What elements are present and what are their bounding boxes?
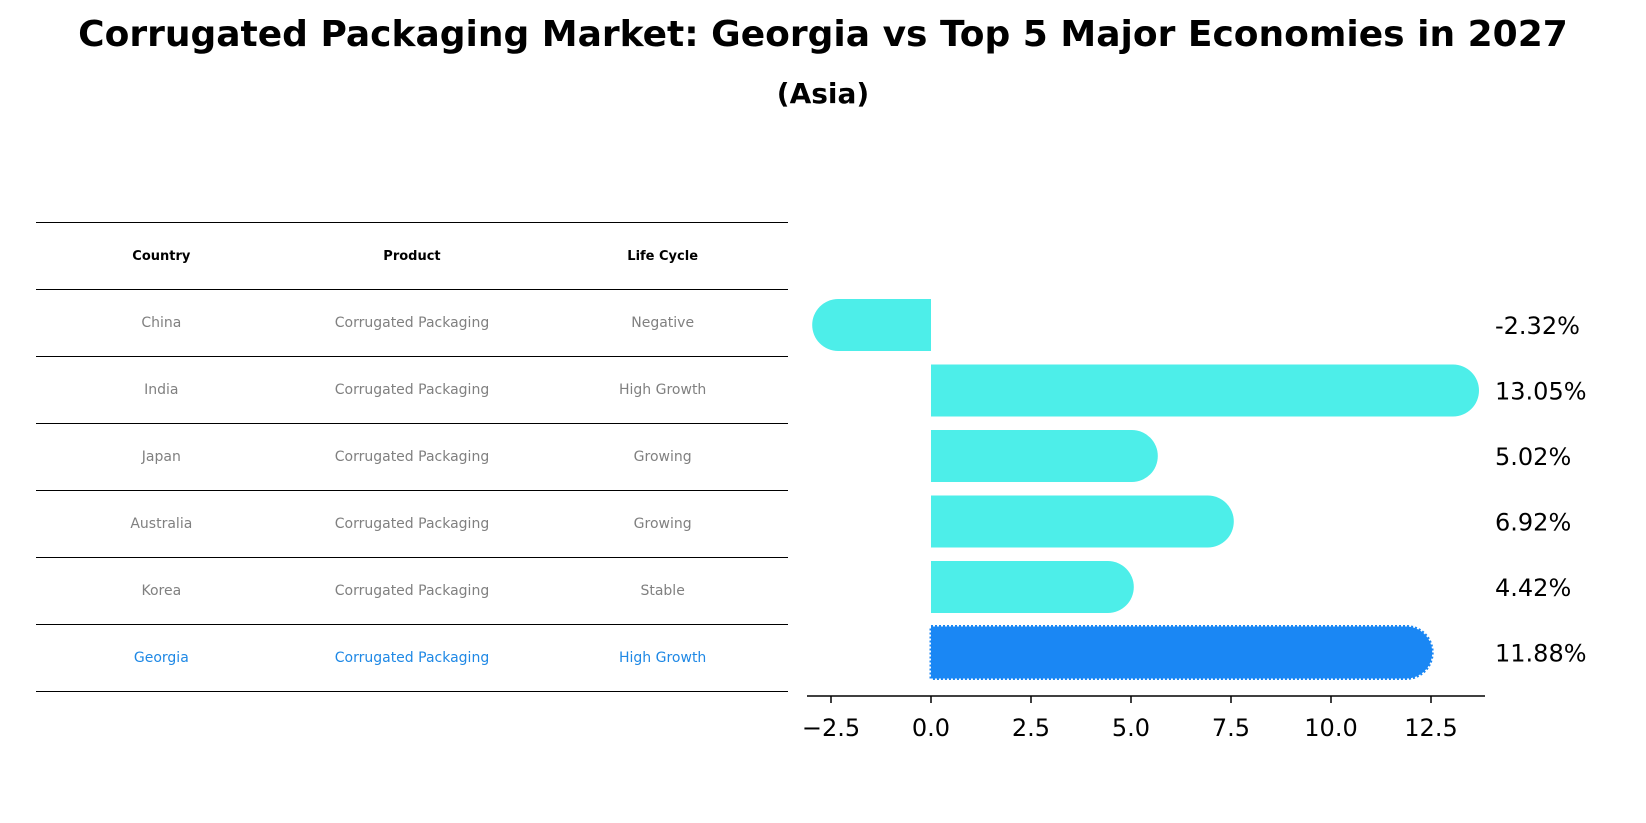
cell-product: Corrugated Packaging: [286, 490, 538, 558]
country-table: Country Product Life Cycle China Corruga…: [36, 222, 788, 692]
value-label-china: -2.32%: [1495, 312, 1580, 340]
x-tick-label: 7.5: [1212, 714, 1250, 742]
table-row: India Corrugated Packaging High Growth: [36, 356, 788, 424]
cell-country: Australia: [36, 490, 287, 558]
cell-life-cycle: Stable: [537, 557, 788, 625]
cell-life-cycle: Growing: [537, 423, 788, 491]
header-country: Country: [36, 222, 287, 290]
value-label-india: 13.05%: [1495, 378, 1587, 406]
bar-india: [931, 364, 1479, 417]
x-tick-label: 10.0: [1304, 714, 1357, 742]
value-label-japan: 5.02%: [1495, 443, 1571, 471]
cell-product: Corrugated Packaging: [286, 624, 538, 692]
cell-life-cycle: High Growth: [537, 356, 788, 424]
x-tick-label: 2.5: [1012, 714, 1050, 742]
chart-title: Corrugated Packaging Market: Georgia vs …: [78, 14, 1568, 55]
x-tick-label: 5.0: [1112, 714, 1150, 742]
value-label-georgia: 11.88%: [1495, 640, 1587, 668]
bar-australia: [931, 495, 1234, 548]
table-row: Australia Corrugated Packaging Growing: [36, 490, 788, 558]
x-tick-label: 12.5: [1404, 714, 1457, 742]
header-life-cycle: Life Cycle: [537, 222, 788, 290]
cell-country: Georgia: [36, 624, 287, 692]
x-tick-label: 0.0: [912, 714, 950, 742]
header-product: Product: [286, 222, 538, 290]
value-label-australia: 6.92%: [1495, 509, 1571, 537]
cell-country: Japan: [36, 423, 287, 491]
table-header-row: Country Product Life Cycle: [36, 222, 788, 290]
chart-subtitle: (Asia): [776, 77, 870, 110]
cell-country: Korea: [36, 557, 287, 625]
cell-product: Corrugated Packaging: [286, 356, 538, 424]
cell-product: Corrugated Packaging: [286, 423, 538, 491]
cell-country: India: [36, 356, 287, 424]
cell-product: Corrugated Packaging: [286, 289, 538, 357]
table-row: Korea Corrugated Packaging Stable: [36, 557, 788, 625]
cell-life-cycle: Growing: [537, 490, 788, 558]
bar-korea: [931, 561, 1134, 613]
bar-georgia: [929, 625, 1434, 680]
value-label-korea: 4.42%: [1495, 574, 1571, 602]
bar-japan: [931, 430, 1158, 482]
x-tick-label: −2.5: [802, 714, 860, 742]
table-row-highlight: Georgia Corrugated Packaging High Growth: [36, 624, 788, 692]
cell-life-cycle: Negative: [537, 289, 788, 357]
cell-life-cycle: High Growth: [537, 624, 788, 692]
bar-china: [812, 299, 931, 351]
cell-country: China: [36, 289, 287, 357]
table-row: China Corrugated Packaging Negative: [36, 289, 788, 357]
table-row: Japan Corrugated Packaging Growing: [36, 423, 788, 491]
